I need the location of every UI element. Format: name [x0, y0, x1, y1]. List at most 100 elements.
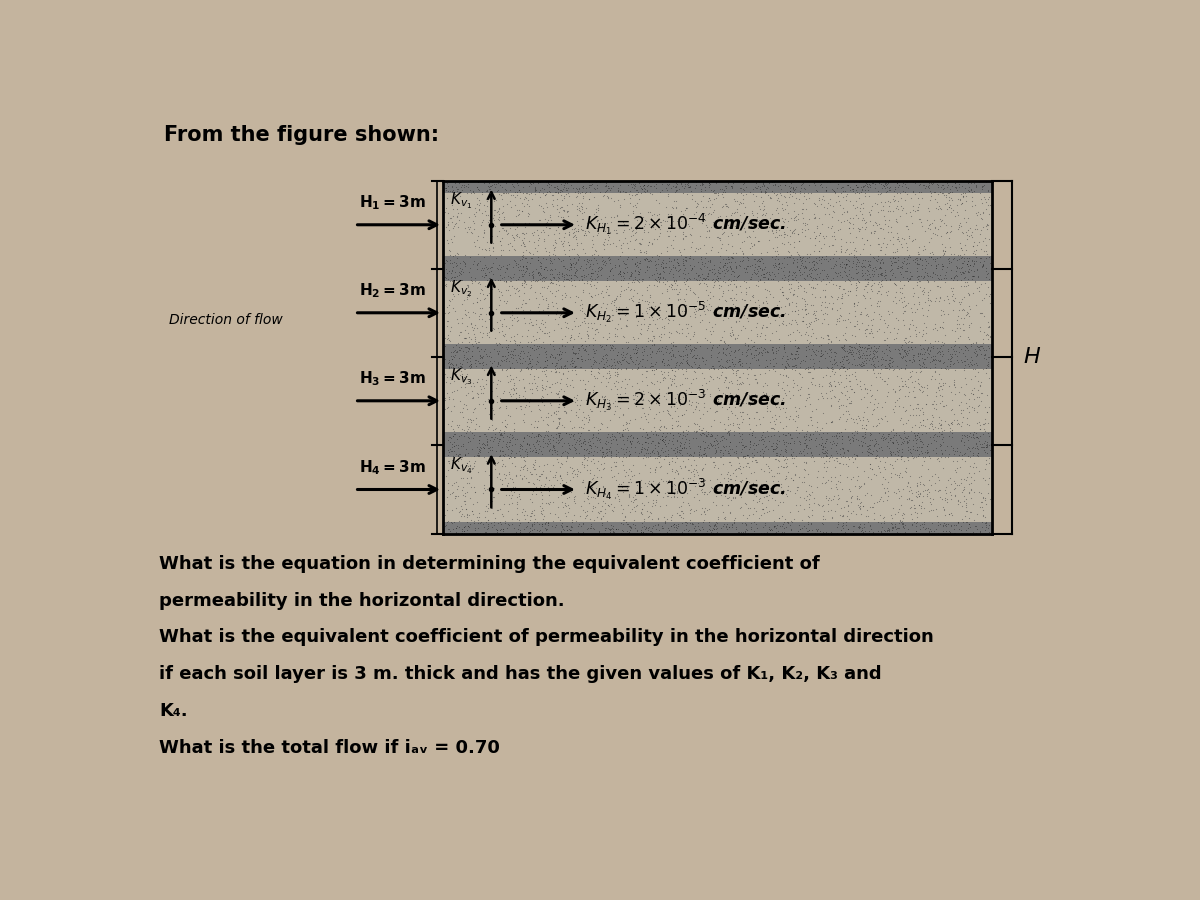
Point: [532, 270, 551, 284]
Point: [862, 446, 881, 461]
Point: [848, 178, 868, 193]
Point: [554, 274, 574, 289]
Point: [508, 272, 527, 286]
Point: [755, 434, 774, 448]
Point: [848, 344, 868, 358]
Point: [761, 269, 780, 284]
Point: [892, 230, 911, 245]
Point: [602, 428, 622, 443]
Point: [475, 393, 494, 408]
Point: [904, 451, 923, 465]
Point: [686, 351, 706, 365]
Point: [445, 219, 464, 233]
Point: [619, 518, 638, 533]
Point: [793, 310, 812, 324]
Point: [882, 351, 901, 365]
Point: [790, 382, 809, 397]
Point: [793, 196, 812, 211]
Point: [600, 525, 619, 539]
Point: [688, 516, 707, 530]
Point: [764, 177, 784, 192]
Point: [650, 333, 670, 347]
Point: [721, 266, 740, 281]
Point: [877, 178, 896, 193]
Point: [643, 271, 662, 285]
Point: [751, 268, 770, 283]
Point: [941, 184, 960, 199]
Point: [600, 250, 619, 265]
Point: [622, 220, 641, 234]
Point: [462, 522, 481, 536]
Point: [893, 508, 912, 522]
Point: [538, 418, 557, 432]
Point: [792, 255, 811, 269]
Point: [796, 436, 815, 450]
Point: [846, 424, 865, 438]
Point: [666, 482, 685, 496]
Point: [906, 250, 925, 265]
Point: [832, 450, 851, 464]
Point: [754, 270, 773, 284]
Point: [954, 250, 973, 265]
Point: [528, 420, 547, 435]
Point: [499, 465, 518, 480]
Point: [436, 253, 455, 267]
Point: [919, 515, 938, 529]
Point: [517, 392, 536, 406]
Point: [510, 489, 529, 503]
Point: [503, 444, 522, 458]
Point: [634, 387, 653, 401]
Point: [706, 391, 725, 405]
Point: [827, 526, 846, 540]
Point: [514, 413, 533, 428]
Point: [443, 273, 462, 287]
Point: [890, 350, 910, 365]
Point: [913, 355, 932, 369]
Point: [792, 356, 811, 371]
Point: [667, 214, 686, 229]
Point: [695, 446, 714, 461]
Point: [709, 306, 728, 320]
Point: [872, 266, 892, 280]
Point: [910, 356, 929, 371]
Point: [821, 334, 840, 348]
Point: [893, 255, 912, 269]
Point: [619, 488, 638, 502]
Point: [652, 459, 671, 473]
Point: [500, 448, 520, 463]
Point: [498, 261, 517, 275]
Point: [516, 516, 535, 530]
Point: [860, 456, 880, 471]
Point: [563, 515, 582, 529]
Point: [784, 472, 803, 487]
Point: [778, 244, 797, 258]
Point: [720, 386, 739, 400]
Point: [578, 252, 598, 266]
Point: [950, 296, 970, 310]
Point: [881, 350, 900, 365]
Point: [436, 278, 455, 293]
Point: [811, 450, 830, 464]
Point: [740, 272, 760, 286]
Point: [661, 212, 680, 227]
Point: [499, 339, 518, 354]
Point: [652, 247, 671, 261]
Point: [666, 446, 685, 460]
Point: [914, 268, 934, 283]
Point: [449, 435, 468, 449]
Point: [458, 440, 478, 454]
Point: [964, 428, 983, 442]
Point: [908, 400, 928, 415]
Point: [539, 344, 558, 358]
Point: [958, 401, 977, 416]
Point: [534, 390, 553, 404]
Point: [707, 428, 726, 442]
Point: [499, 218, 518, 232]
Point: [515, 430, 534, 445]
Point: [527, 433, 546, 447]
Point: [888, 215, 907, 230]
Point: [833, 342, 852, 356]
Point: [497, 392, 516, 407]
Point: [582, 320, 601, 335]
Point: [954, 403, 973, 418]
